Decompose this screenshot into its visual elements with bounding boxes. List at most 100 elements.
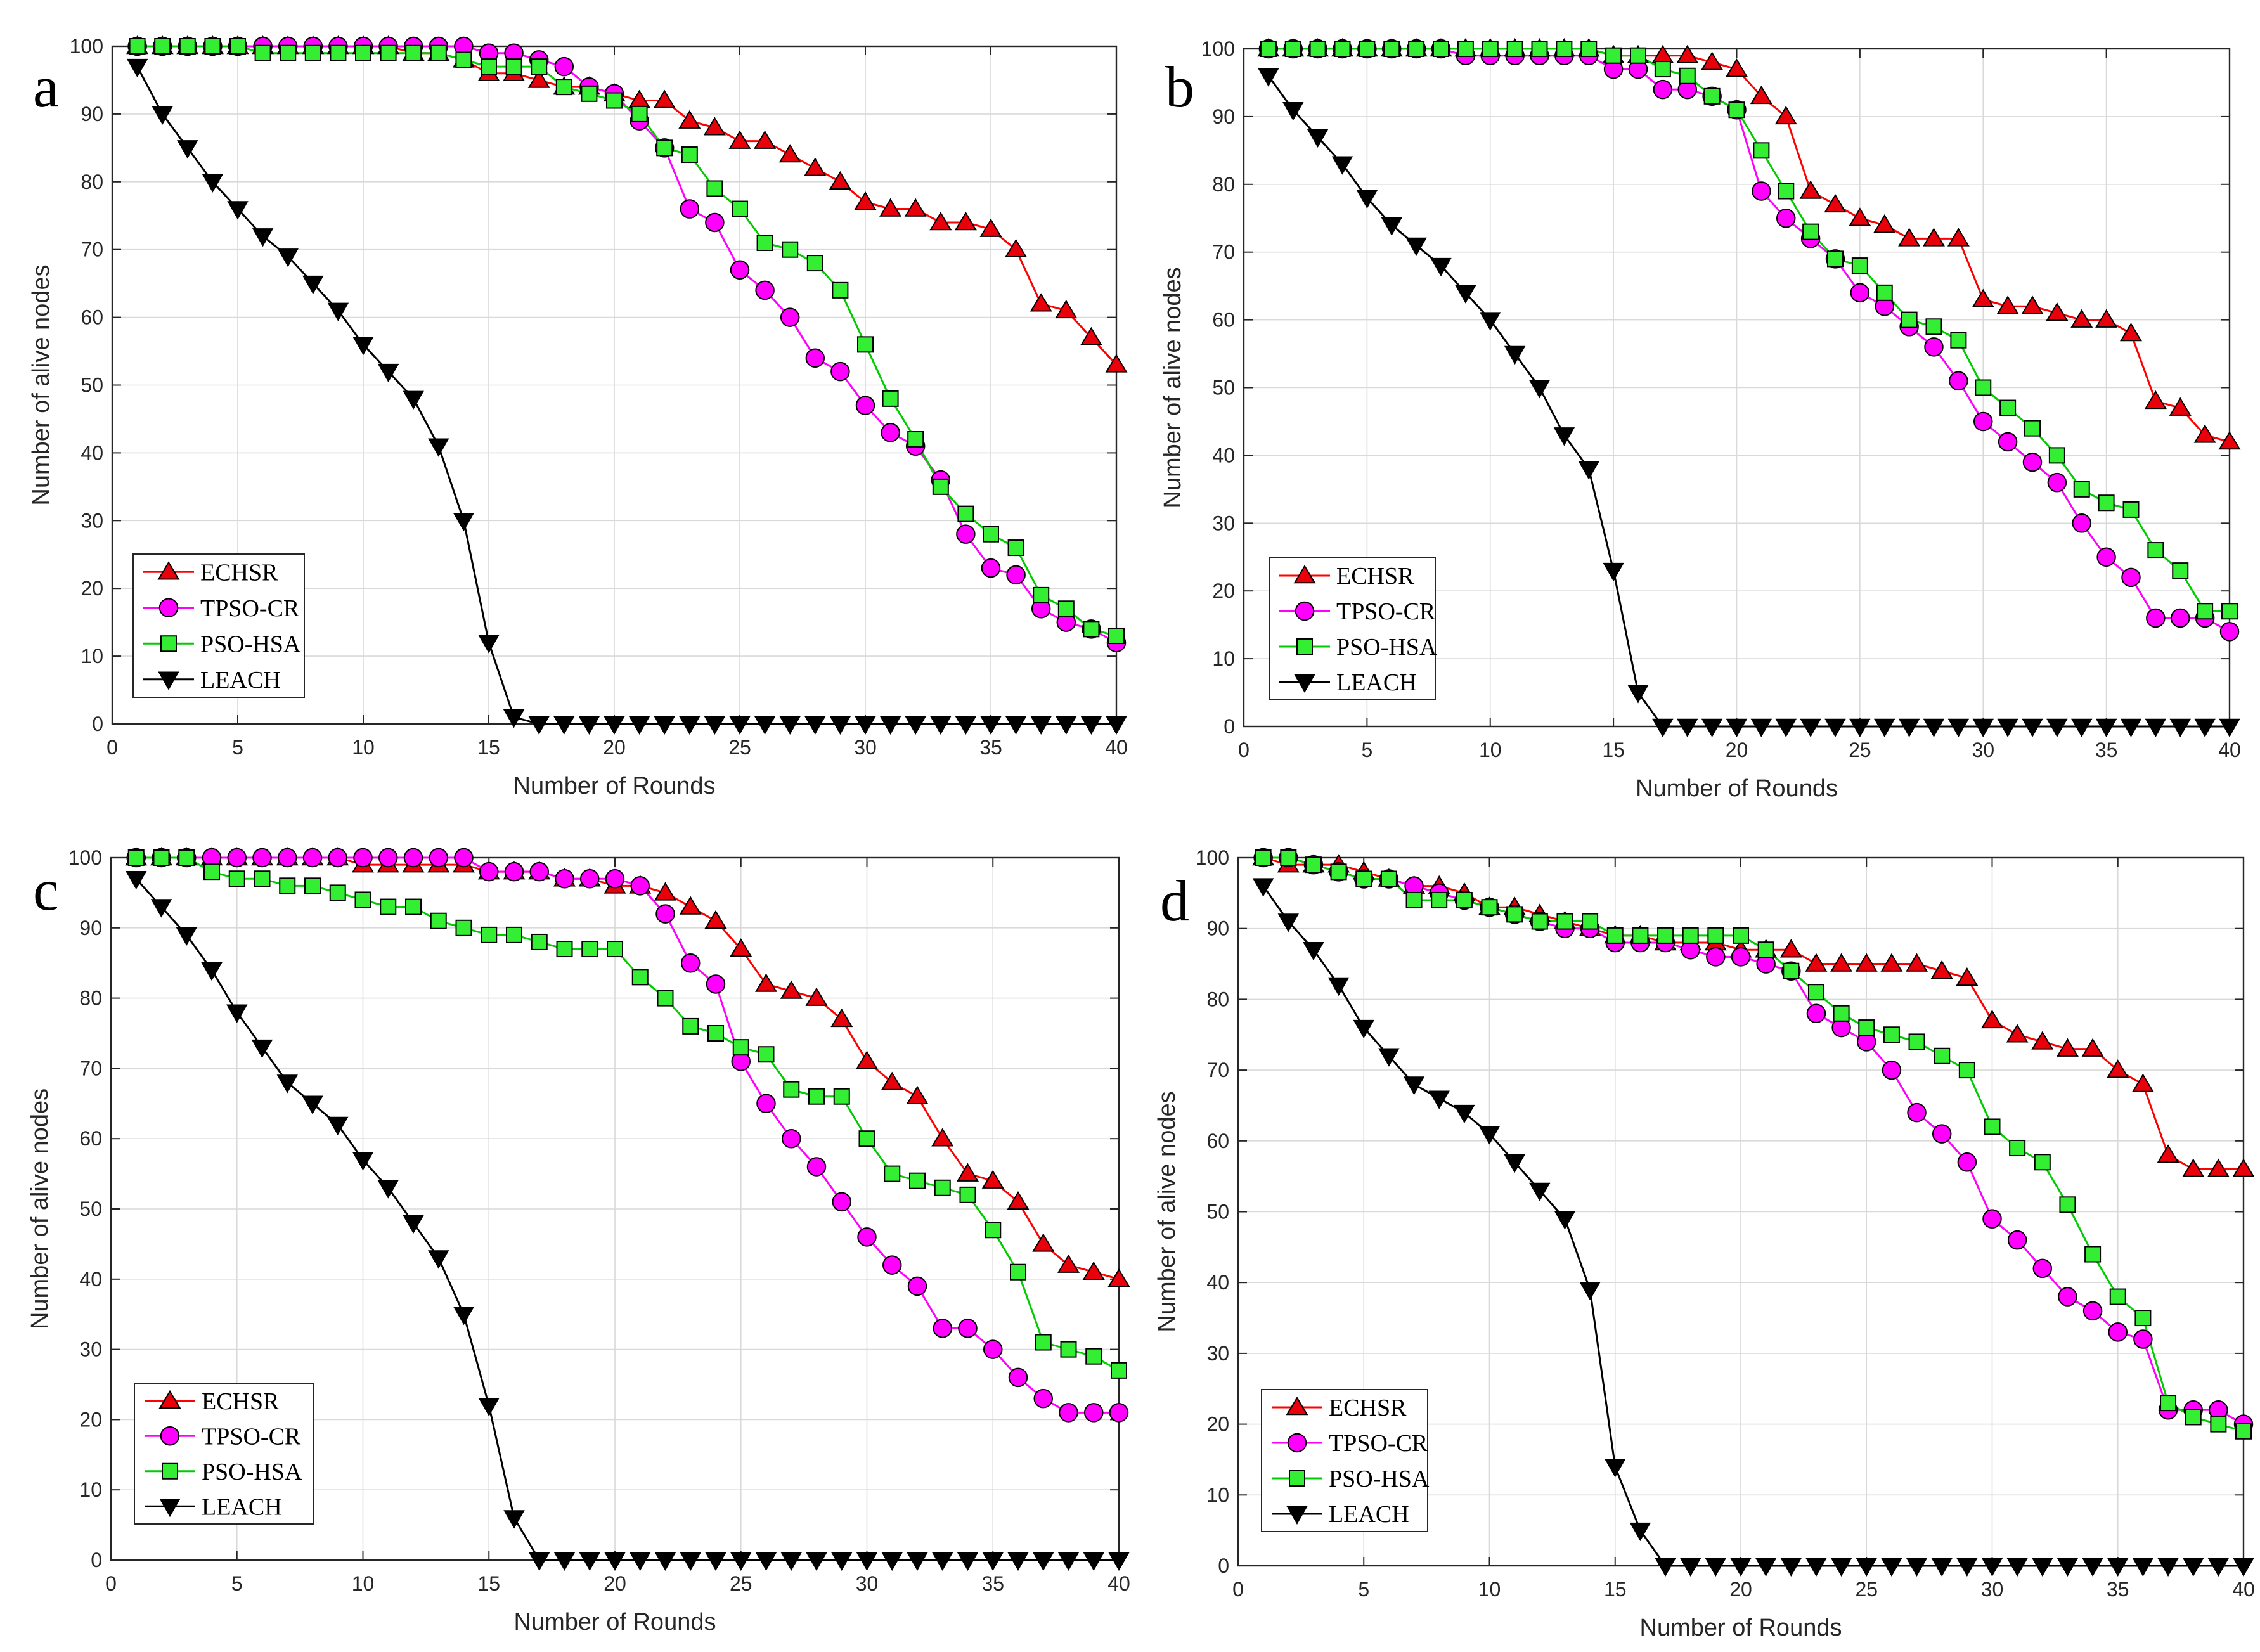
data-point-echsr [1906, 953, 1928, 972]
data-point-leach [553, 1552, 576, 1571]
y-tick-label: 20 [1206, 1413, 1229, 1436]
data-point-leach [704, 716, 726, 735]
data-point-tpso-cr [756, 1094, 776, 1114]
y-tick-label: 70 [79, 1057, 102, 1080]
data-point-pso-hsa [957, 505, 974, 522]
data-point-echsr [2056, 1038, 2079, 1057]
data-point-leach [1923, 718, 1945, 738]
data-point-pso-hsa [907, 431, 924, 448]
data-point-tpso-cr [1776, 209, 1796, 228]
data-point-pso-hsa [1630, 47, 1646, 64]
legend-label: TPSO-CR [1336, 598, 1436, 625]
data-point-pso-hsa [329, 884, 346, 901]
data-point-pso-hsa [2160, 1395, 2177, 1412]
data-point-pso-hsa [1506, 41, 1523, 57]
series-line-leach [135, 878, 1119, 1561]
data-point-pso-hsa [203, 863, 220, 881]
data-point-leach [1931, 1558, 1953, 1577]
legend-label: PSO-HSA [1336, 634, 1437, 661]
x-tick-label: 35 [979, 736, 1002, 759]
data-point-pso-hsa [556, 941, 573, 958]
data-point-pso-hsa [909, 1172, 926, 1189]
y-tick-label: 50 [1206, 1201, 1229, 1223]
data-point-pso-hsa [985, 1222, 1002, 1239]
data-point-pso-hsa [2109, 1288, 2126, 1305]
data-point-pso-hsa [1802, 223, 1819, 240]
data-point-tpso-cr [806, 1157, 827, 1177]
x-tick-label: 15 [1604, 1578, 1627, 1601]
data-point-tpso-cr [981, 558, 1001, 578]
legend-marker [1289, 1470, 1305, 1487]
data-point-pso-hsa [806, 255, 823, 272]
data-point-tpso-cr [479, 861, 499, 882]
data-point-leach [152, 106, 173, 125]
data-point-leach [2095, 718, 2117, 738]
data-point-echsr [679, 896, 702, 915]
data-point-tpso-cr [252, 848, 272, 868]
data-point-pso-hsa [1108, 628, 1125, 645]
data-point-pso-hsa [1580, 41, 1598, 57]
legend-label: LEACH [202, 1494, 282, 1520]
data-point-pso-hsa [1778, 183, 1795, 200]
data-point-echsr [2081, 1038, 2104, 1057]
data-point-tpso-cr [907, 1276, 927, 1296]
data-point-leach [1303, 941, 1324, 961]
data-point-leach [428, 1250, 449, 1269]
data-point-pso-hsa [1908, 1033, 1925, 1050]
data-point-pso-hsa [2235, 1423, 2252, 1440]
series-markers-pso-hsa [129, 38, 1125, 645]
chart-panel-c: 0 5 10 15 20 25 30 35 40 0 10 20 30 40 50 60 70 80 90 100 Nu… [27, 846, 1130, 1636]
x-tick-label: 30 [854, 736, 877, 759]
data-point-echsr [1805, 953, 1828, 972]
data-point-pso-hsa [606, 92, 623, 109]
data-point-pso-hsa [455, 919, 472, 936]
data-point-tpso-cr [555, 868, 574, 889]
data-point-leach [1007, 1552, 1029, 1571]
data-point-leach [2169, 718, 2191, 738]
data-point-leach [1057, 1552, 1080, 1571]
series-markers-pso-hsa [1255, 849, 2252, 1440]
data-point-pso-hsa [1057, 600, 1075, 617]
data-point-echsr [730, 938, 752, 957]
legend-label: TPSO-CR [200, 595, 300, 622]
data-point-pso-hsa [153, 849, 170, 866]
x-axis-label: Number of Rounds [514, 1609, 716, 1636]
series-markers-leach [126, 870, 1130, 1571]
data-point-leach [879, 716, 901, 735]
x-tick-label: 25 [1849, 739, 1871, 761]
legend-marker [1286, 1397, 1308, 1416]
data-point-leach [1378, 1048, 1400, 1067]
data-point-pso-hsa [1606, 927, 1624, 944]
data-point-pso-hsa [481, 58, 497, 75]
data-point-pso-hsa [129, 38, 146, 55]
data-point-leach [578, 716, 600, 735]
data-point-echsr [931, 1128, 954, 1147]
y-tick-label: 90 [81, 103, 103, 126]
data-point-pso-hsa [1408, 41, 1425, 57]
y-tick-label: 40 [1206, 1271, 1229, 1294]
data-point-echsr [1947, 228, 1970, 247]
x-tick-label: 30 [1972, 739, 1994, 761]
data-point-pso-hsa [2073, 481, 2090, 498]
data-point-tpso-cr [278, 848, 297, 868]
legend-label: LEACH [1336, 669, 1417, 696]
y-tick-label: 100 [70, 35, 103, 58]
data-point-echsr [1972, 288, 1994, 307]
data-point-leach [251, 1039, 273, 1059]
data-point-leach [453, 513, 475, 532]
data-point-leach [779, 716, 801, 735]
data-point-pso-hsa [682, 1017, 699, 1035]
data-point-leach [955, 716, 977, 735]
data-point-tpso-cr [1109, 1403, 1129, 1423]
data-point-echsr [703, 117, 726, 136]
data-point-echsr [2046, 302, 2069, 321]
data-point-pso-hsa [932, 478, 949, 495]
data-point-pso-hsa [959, 1186, 976, 1203]
data-point-leach [1529, 1182, 1551, 1202]
data-point-leach [377, 363, 399, 383]
y-tick-label: 0 [1224, 715, 1235, 738]
series-line-tpso-cr [1263, 856, 2244, 1425]
data-point-echsr [804, 157, 827, 176]
data-point-pso-hsa [1851, 257, 1868, 274]
legend-marker [1296, 638, 1313, 655]
